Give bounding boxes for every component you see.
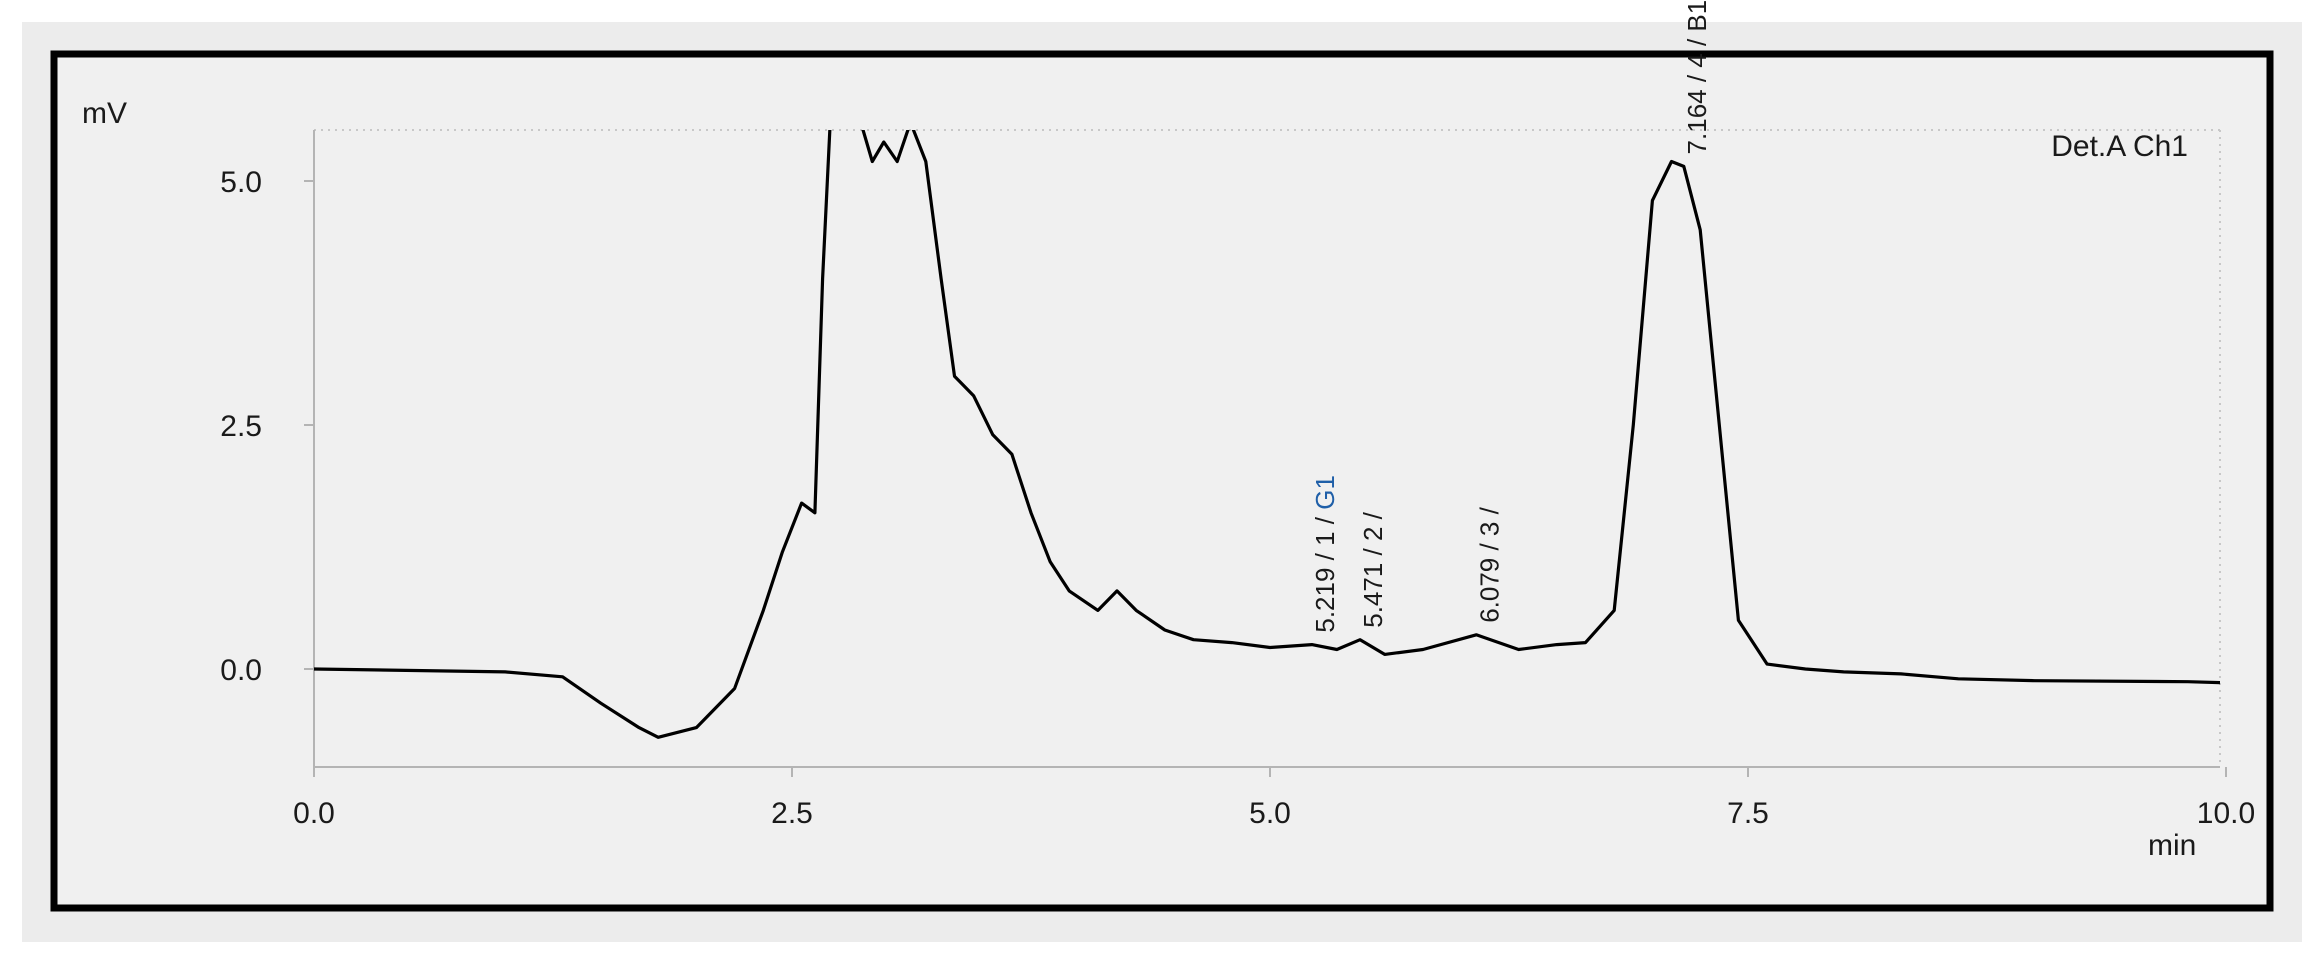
x-tick-label-4: 10.0 <box>2197 797 2255 830</box>
peak-label-1: 5.219 / 1 / G1 <box>1310 475 1340 633</box>
series-line-0 <box>314 130 2220 739</box>
x-tick-label-1: 2.5 <box>771 797 813 830</box>
peak-label-4: 7.164 / 4 / B1 <box>1682 0 1712 154</box>
legend-entry-series: Det.A Ch1 <box>2051 130 2188 163</box>
y-axis-label: mV <box>82 97 127 130</box>
chart-frame <box>50 50 2274 912</box>
x-tick-label-2: 5.0 <box>1249 797 1291 830</box>
x-tick-label-0: 0.0 <box>293 797 335 830</box>
y-tick-label-0: 0.0 <box>220 654 262 687</box>
peak-label-3: 6.079 / 3 / <box>1474 506 1504 622</box>
plot-layer: 0.02.55.07.510.012.515.017.50.02.55.05.2… <box>220 0 2255 830</box>
peak-label-2: 5.471 / 2 / <box>1358 511 1388 627</box>
x-axis-label: min <box>2148 829 2196 862</box>
y-tick-label-2: 5.0 <box>220 166 262 199</box>
x-tick-label-3: 7.5 <box>1727 797 1769 830</box>
y-tick-label-1: 2.5 <box>220 410 262 443</box>
